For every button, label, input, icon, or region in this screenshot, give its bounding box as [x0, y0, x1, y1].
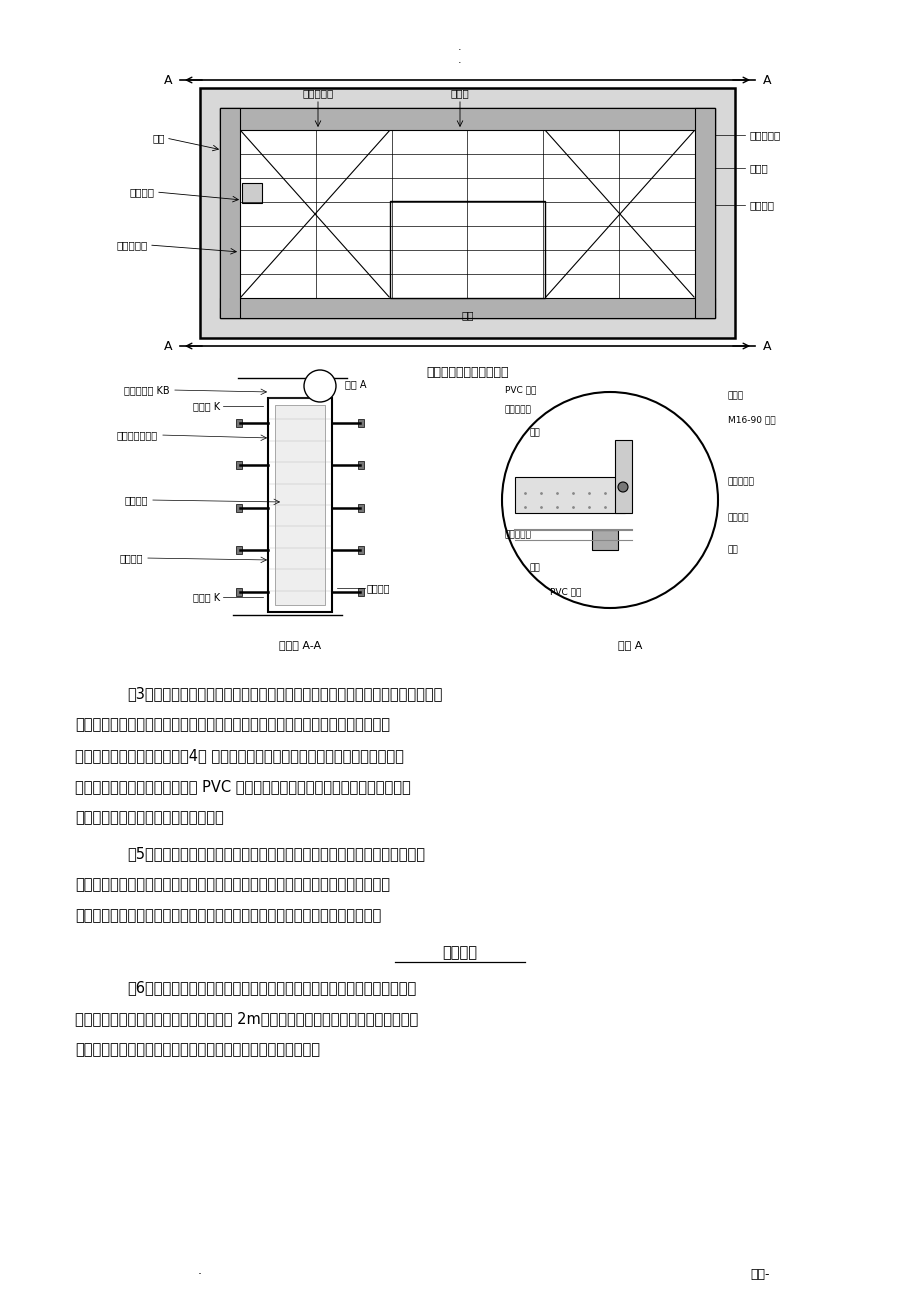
Text: 梁底板: 梁底板 [450, 89, 469, 98]
Bar [236, 461, 242, 469]
Circle shape [303, 370, 335, 402]
Text: 大样 A: 大样 A [345, 379, 366, 389]
Text: A: A [762, 73, 770, 86]
Text: 及墙顶角膜，用支撑杆调节梁底标高，以便模板间的连接，梁底的支撑杆应垂直，: 及墙顶角膜，用支撑杆调节梁底标高，以便模板间的连接，梁底的支撑杆应垂直， [75, 878, 390, 892]
Text: 门厚: 门厚 [460, 310, 473, 320]
Text: 串墙丝杆: 串墙丝杆 [367, 583, 390, 592]
Text: 要准确，以便浇注后能收回对拉螺杆。: 要准确，以便浇注后能收回对拉螺杆。 [75, 810, 223, 825]
Bar [275, 405, 324, 605]
Text: A: A [164, 340, 172, 353]
Text: 加固背楞: 加固背楞 [119, 553, 142, 562]
Bar [357, 546, 364, 553]
Bar [357, 419, 364, 427]
Text: 墙板: 墙板 [529, 564, 540, 573]
Circle shape [618, 482, 628, 492]
Text: 薄而匀，不得漏刷，涂刷时，要注意周围环境，防止散落在建筑物、机具和人身衣: 薄而匀，不得漏刷，涂刷时，要注意周围环境，防止散落在建筑物、机具和人身衣 [75, 717, 390, 732]
Text: 梁底板: 梁底板 [749, 163, 768, 173]
Text: 串墙丝杆: 串墙丝杆 [727, 513, 749, 522]
Text: 预埋线盒: 预埋线盒 [124, 495, 148, 505]
Bar [220, 298, 714, 318]
Text: 直至铝模全部拼装完成。面板支撑底的支撑杆应垂直，无松动。: 直至铝模全部拼装完成。面板支撑底的支撑杆应垂直，无松动。 [75, 1042, 320, 1057]
Text: 起步板 K: 起步板 K [193, 401, 220, 411]
Text: 螺母和垫片: 螺母和垫片 [505, 405, 531, 414]
Text: 顶板: 顶板 [529, 428, 540, 437]
Bar [357, 589, 364, 596]
Text: 梁底支撑: 梁底支撑 [442, 945, 477, 960]
Text: 剖面图 A-A: 剖面图 A-A [278, 641, 321, 650]
Text: ·: · [458, 46, 461, 55]
Text: 大样 A: 大样 A [618, 641, 641, 650]
Text: 窗边侧板: 窗边侧板 [749, 201, 774, 210]
Text: 预埋线盒: 预埋线盒 [130, 187, 154, 197]
Text: 外墙调直板 KB: 外墙调直板 KB [124, 385, 170, 395]
Text: 墙边顶角模: 墙边顶角模 [505, 530, 531, 539]
Text: PVC 胶管: PVC 胶管 [505, 385, 536, 395]
Text: 标准墙铝合金模板平面图: 标准墙铝合金模板平面图 [425, 366, 508, 379]
Text: A: A [164, 73, 172, 86]
Text: PVC 胶管: PVC 胶管 [550, 587, 581, 596]
Text: 墙边顶角模: 墙边顶角模 [749, 130, 780, 141]
Bar [591, 530, 618, 549]
Text: ·: · [198, 1268, 202, 1281]
Bar [220, 108, 714, 130]
Text: A: A [762, 340, 770, 353]
Text: 〔6〕板铝模安装　　安装完墙顶、梁顶角模后，安装面板支撑杆，支撑立: 〔6〕板铝模安装 安装完墙顶、梁顶角模后，安装面板支撑杆，支撑立 [127, 980, 415, 995]
Text: 外墙调直板: 外墙调直板 [727, 478, 754, 487]
Bar [236, 504, 242, 512]
Text: M16-90 螺杆: M16-90 螺杆 [727, 415, 775, 424]
Text: 墙板: 墙板 [727, 546, 738, 555]
Bar [220, 108, 240, 318]
Bar [242, 184, 262, 203]
Bar [236, 546, 242, 553]
Text: 无松动。梁底模与底模间，底模与侧模间的连接也应采用螺栓连接，防止涨模。: 无松动。梁底模与底模间，底模与侧模间的连接也应采用螺栓连接，防止涨模。 [75, 907, 380, 923]
Text: 〔3〕墙柱铝模拼装之前，必须对板面进展全面清理，涂刷脱模剂。脱模剂涂刷要: 〔3〕墙柱铝模拼装之前，必须对板面进展全面清理，涂刷脱模剂。脱模剂涂刷要 [127, 686, 442, 700]
Bar [236, 419, 242, 427]
Bar [515, 477, 624, 513]
Text: 起步板: 起步板 [727, 392, 743, 401]
Bar [390, 201, 544, 298]
Bar [694, 108, 714, 318]
Text: 阴角内转角: 阴角内转角 [117, 240, 148, 250]
Text: ·: · [458, 59, 461, 68]
Bar [267, 398, 332, 612]
Text: 〔5〕梁铝模安装　　按试拼装图编号依次拼装好梁底模，梁侧模，梁顶角模: 〔5〕梁铝模安装 按试拼装图编号依次拼装好梁底模，梁侧模，梁顶角模 [127, 846, 425, 861]
Text: 杆应经过荷载计算确定间距，一般不大于 2m。然后从角部开场，依次拼装标准板模，: 杆应经过荷载计算确定间距，一般不大于 2m。然后从角部开场，依次拼装标准板模， [75, 1010, 418, 1026]
Bar [199, 89, 734, 339]
Text: 需在墙柱模紧固螺杆上预先外套 PVC 管，同时要保证套管与墙两边模板面接触位置: 需在墙柱模紧固螺杆上预先外套 PVC 管，同时要保证套管与墙两边模板面接触位置 [75, 779, 410, 794]
Text: 墙板: 墙板 [153, 133, 165, 143]
Bar [357, 504, 364, 512]
Text: 起步板 K: 起步板 K [193, 592, 220, 602]
Text: 墙边顶角模: 墙边顶角模 [302, 89, 334, 98]
Bar [220, 108, 714, 318]
Text: 墙身铝合金模板: 墙身铝合金模板 [117, 430, 158, 440]
Bar [236, 589, 242, 596]
Circle shape [502, 392, 717, 608]
Bar [614, 440, 631, 513]
Bar [357, 461, 364, 469]
Text: 优选-: 优选- [749, 1268, 768, 1281]
Text: 物上，更不得刷在钢筋上。〔4〕 按编号依次拼装好墙柱铝模，封闭墙柱铝模之前，: 物上，更不得刷在钢筋上。〔4〕 按编号依次拼装好墙柱铝模，封闭墙柱铝模之前， [75, 749, 403, 763]
